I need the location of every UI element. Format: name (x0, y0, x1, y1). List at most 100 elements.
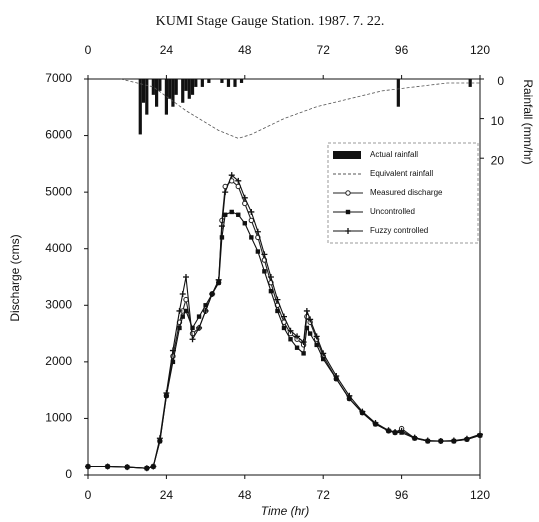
series-line (88, 211, 481, 469)
y-tick-label: 1000 (45, 411, 72, 425)
point (411, 434, 418, 441)
point (346, 392, 353, 399)
rain-bar (171, 79, 175, 107)
point (190, 325, 195, 331)
legend-entry: Fuzzy controlled (333, 226, 428, 235)
y-tick-label: 6000 (45, 128, 72, 142)
legend-label: Measured discharge (370, 188, 443, 197)
point (320, 350, 327, 357)
y2-tick-label: 20 (491, 153, 505, 167)
point (268, 288, 274, 294)
x-tick-label-top: 24 (160, 43, 174, 57)
point (294, 333, 301, 340)
point (150, 463, 157, 470)
point (287, 327, 294, 334)
point (219, 235, 225, 240)
point (104, 463, 111, 470)
rain-bar (168, 79, 172, 99)
chart-title: KUMI Stage Gauge Station. 1987. 7. 22. (156, 14, 385, 29)
point (196, 314, 202, 319)
y-tick-label: 3000 (45, 297, 72, 311)
rain-bar (194, 79, 198, 87)
point (176, 307, 183, 314)
point (294, 345, 300, 350)
point (288, 337, 293, 342)
point (424, 437, 431, 444)
point (85, 463, 91, 470)
point (169, 347, 176, 354)
point (274, 296, 281, 303)
y-tick-label: 5000 (45, 184, 72, 198)
rain-bar (174, 79, 178, 95)
point (307, 331, 313, 336)
rain-bar (151, 79, 155, 95)
y-tick-label: 0 (65, 467, 72, 481)
y2-tick-label: 10 (491, 114, 505, 128)
legend-label: Uncontrolled (370, 207, 415, 216)
rain-bar (164, 79, 168, 115)
rain-bar (138, 79, 142, 135)
point (249, 235, 254, 240)
point (223, 212, 228, 217)
legend-entry: Equivalent rainfall (333, 169, 433, 178)
legend-label: Actual rainfall (370, 150, 418, 159)
rain-bar (239, 79, 244, 83)
legend-label: Equivalent rainfall (370, 169, 433, 178)
rain-bar (187, 79, 191, 99)
point (189, 336, 196, 343)
rain-bar (233, 79, 237, 87)
point (345, 209, 351, 215)
point (218, 223, 225, 230)
point (314, 342, 319, 348)
x-tick-label: 96 (395, 488, 409, 502)
x-axis-label: Time (hr) (261, 504, 310, 518)
point (170, 359, 176, 365)
series-line (120, 78, 480, 139)
rain-bar (207, 79, 211, 83)
x-tick-label-top: 72 (317, 43, 331, 57)
point (222, 189, 229, 196)
rain-bar (396, 79, 400, 107)
point (248, 208, 255, 215)
point (203, 303, 208, 308)
point (183, 274, 189, 280)
legend-swatch (333, 151, 361, 159)
point (300, 339, 307, 346)
y-tick-label: 7000 (45, 71, 72, 85)
rain-bar (200, 79, 204, 87)
point (267, 274, 274, 280)
point (177, 325, 182, 331)
legend-entry: Uncontrolled (333, 207, 415, 216)
point (156, 435, 163, 442)
x-tick-label-top: 120 (470, 43, 490, 57)
point (372, 419, 379, 426)
rain-bar (190, 79, 195, 95)
rain-bar (141, 79, 146, 103)
y2-tick-label: 0 (497, 74, 504, 88)
rain-bar (226, 79, 231, 87)
x-tick-label: 120 (470, 488, 490, 502)
rain-bar (184, 79, 188, 91)
point (179, 290, 186, 297)
point (209, 290, 216, 297)
point (304, 325, 310, 331)
point (261, 251, 268, 258)
x-tick-label: 24 (160, 488, 174, 502)
point (321, 356, 326, 362)
point (385, 427, 392, 434)
point (450, 437, 457, 444)
point (262, 269, 267, 274)
point (183, 296, 189, 303)
point (180, 314, 185, 319)
point (124, 464, 131, 471)
point (215, 276, 222, 283)
point (235, 177, 242, 184)
plot-frame (87, 78, 481, 476)
point (229, 209, 234, 215)
point (281, 325, 287, 331)
rain-bar (181, 79, 185, 103)
rain-bar (220, 79, 224, 83)
point (345, 190, 351, 196)
y-tick-label: 4000 (45, 241, 72, 255)
